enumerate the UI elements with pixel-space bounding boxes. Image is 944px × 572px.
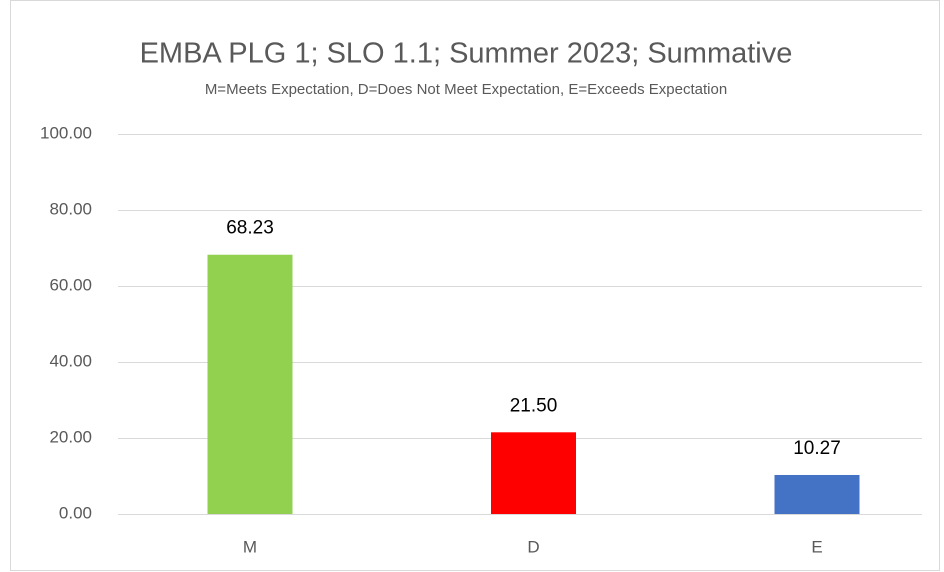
chart-subtitle: M=Meets Expectation, D=Does Not Meet Exp… — [205, 81, 727, 98]
bar — [491, 432, 576, 514]
bar — [774, 474, 860, 514]
y-tick-label: 100.00 — [40, 123, 92, 142]
y-tick-label: 80.00 — [49, 199, 92, 218]
data-label: 68.23 — [226, 218, 274, 239]
data-label: 21.50 — [510, 395, 558, 416]
data-label: 10.27 — [793, 438, 841, 459]
x-tick-label: M — [243, 537, 257, 556]
y-tick-label: 60.00 — [49, 275, 92, 294]
y-tick-label: 40.00 — [49, 351, 92, 370]
bar — [207, 254, 293, 514]
x-tick-label: E — [811, 537, 822, 556]
y-tick-label: 0.00 — [59, 503, 92, 522]
chart-title: EMBA PLG 1; SLO 1.1; Summer 2023; Summat… — [140, 38, 793, 70]
x-tick-label: D — [527, 537, 539, 556]
y-tick-label: 20.00 — [49, 427, 92, 446]
